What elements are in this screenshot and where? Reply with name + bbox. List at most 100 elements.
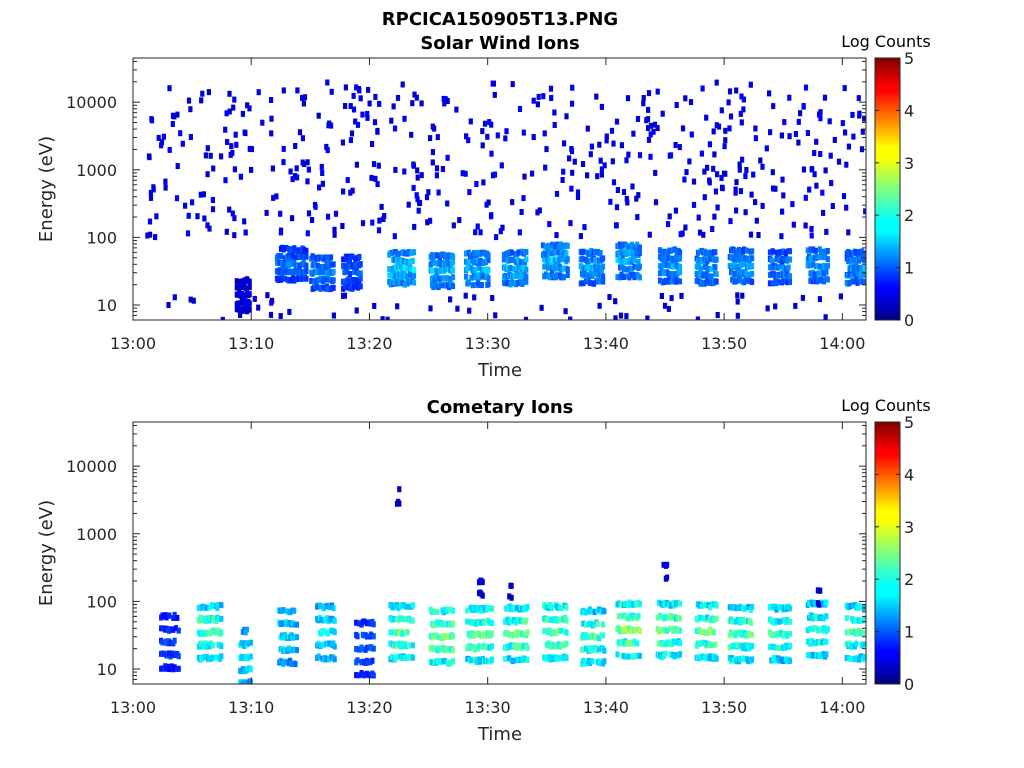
sparse-count-cell [205, 145, 210, 152]
sparse-count-cell [288, 168, 293, 175]
burst-cell [713, 249, 718, 256]
burst-cell [437, 276, 442, 282]
burst-cell [324, 254, 330, 261]
burst-cell [714, 615, 719, 622]
burst-cell [657, 277, 663, 284]
low-energy-cell [679, 292, 684, 299]
x-tick-label: 13:00 [110, 698, 156, 717]
burst-cell [367, 672, 372, 679]
sparse-count-cell [570, 100, 575, 107]
burst-cell [660, 641, 665, 648]
sparse-count-cell [167, 85, 172, 92]
sparse-count-cell [678, 231, 683, 238]
burst-cell [581, 256, 586, 263]
low-energy-cell [765, 305, 770, 312]
burst-cell [585, 263, 590, 270]
sparse-count-cell [569, 148, 575, 155]
x-tick-label: 14:00 [819, 698, 865, 717]
axes-frame [132, 57, 867, 321]
burst-cell [848, 602, 853, 609]
burst-cell [450, 283, 456, 290]
burst-cell [862, 265, 866, 271]
sparse-count-cell [737, 161, 742, 168]
burst-cell [601, 273, 606, 280]
x-tick-label: 13:10 [228, 698, 274, 717]
sparse-count-cell [705, 164, 710, 171]
burst-cell [770, 258, 775, 265]
sparse-count-cell [562, 140, 567, 147]
sparse-count-cell [541, 93, 546, 100]
burst-cell [362, 672, 367, 679]
sparse-count-cell [163, 184, 168, 191]
burst-cell [564, 250, 569, 257]
sparse-count-cell [295, 87, 300, 94]
burst-cell [671, 271, 676, 278]
burst-cell [281, 607, 286, 613]
sparse-count-cell [655, 125, 660, 132]
sparse-count-cell [434, 165, 440, 172]
burst-cell [469, 274, 474, 281]
sparse-count-cell [372, 119, 378, 126]
sparse-count-cell [305, 159, 310, 166]
burst-cell [366, 644, 371, 651]
sparse-count-cell [691, 201, 697, 208]
burst-cell [294, 634, 299, 641]
sparse-count-cell [297, 129, 303, 136]
burst-cell [727, 644, 732, 651]
burst-cell [623, 258, 628, 265]
sparse-count-cell [818, 115, 823, 122]
burst-cell [714, 256, 719, 263]
burst-cell [464, 273, 469, 280]
burst-cell [167, 612, 172, 619]
sparse-count-cell [371, 161, 377, 168]
burst-cell [862, 279, 866, 286]
low-energy-cell [624, 313, 629, 320]
burst-cell [579, 646, 585, 653]
sparse-count-cell [801, 166, 806, 173]
burst-cell [564, 655, 569, 661]
colorbar-tick-label: 5 [904, 413, 914, 432]
burst-cell [466, 249, 471, 256]
burst-cell [400, 615, 405, 622]
sparse-count-cell [474, 181, 479, 187]
burst-cell [750, 248, 755, 255]
sparse-count-cell [492, 91, 497, 98]
sparse-count-cell [625, 95, 631, 102]
burst-cell [173, 625, 179, 632]
burst-cell [219, 629, 224, 636]
sparse-count-cell [614, 222, 619, 229]
burst-cell [315, 284, 320, 291]
sparse-count-cell [416, 207, 421, 214]
sparse-count-cell [300, 94, 305, 101]
burst-cell [823, 254, 828, 261]
burst-cell [677, 263, 683, 270]
x-tick-label: 13:20 [346, 334, 392, 353]
sparse-count-cell [295, 174, 300, 181]
burst-cell [443, 266, 448, 273]
burst-cell [511, 256, 516, 263]
burst-cell [389, 616, 394, 623]
sparse-count-cell [585, 172, 590, 179]
x-tick-label: 13:10 [228, 334, 274, 353]
sparse-count-cell [490, 172, 496, 179]
burst-cell [714, 655, 719, 662]
burst-cell [714, 278, 719, 285]
burst-cell [358, 270, 363, 277]
sparse-count-cell [599, 171, 604, 178]
burst-cell [769, 643, 774, 650]
sparse-count-cell [748, 231, 754, 238]
burst-cell [247, 306, 252, 313]
low-energy-cell [166, 302, 171, 308]
burst-cell [274, 259, 280, 266]
burst-cell [410, 258, 415, 264]
burst-cell [812, 625, 817, 632]
burst-cell [709, 273, 714, 280]
burst-cell [473, 274, 478, 281]
low-energy-cell [188, 296, 193, 303]
sparse-count-cell [716, 123, 722, 130]
sparse-count-cell [195, 213, 200, 220]
low-energy-cell [613, 298, 618, 305]
low-energy-cell [287, 308, 292, 315]
burst-cell [561, 242, 566, 249]
sparse-count-cell [377, 100, 382, 107]
